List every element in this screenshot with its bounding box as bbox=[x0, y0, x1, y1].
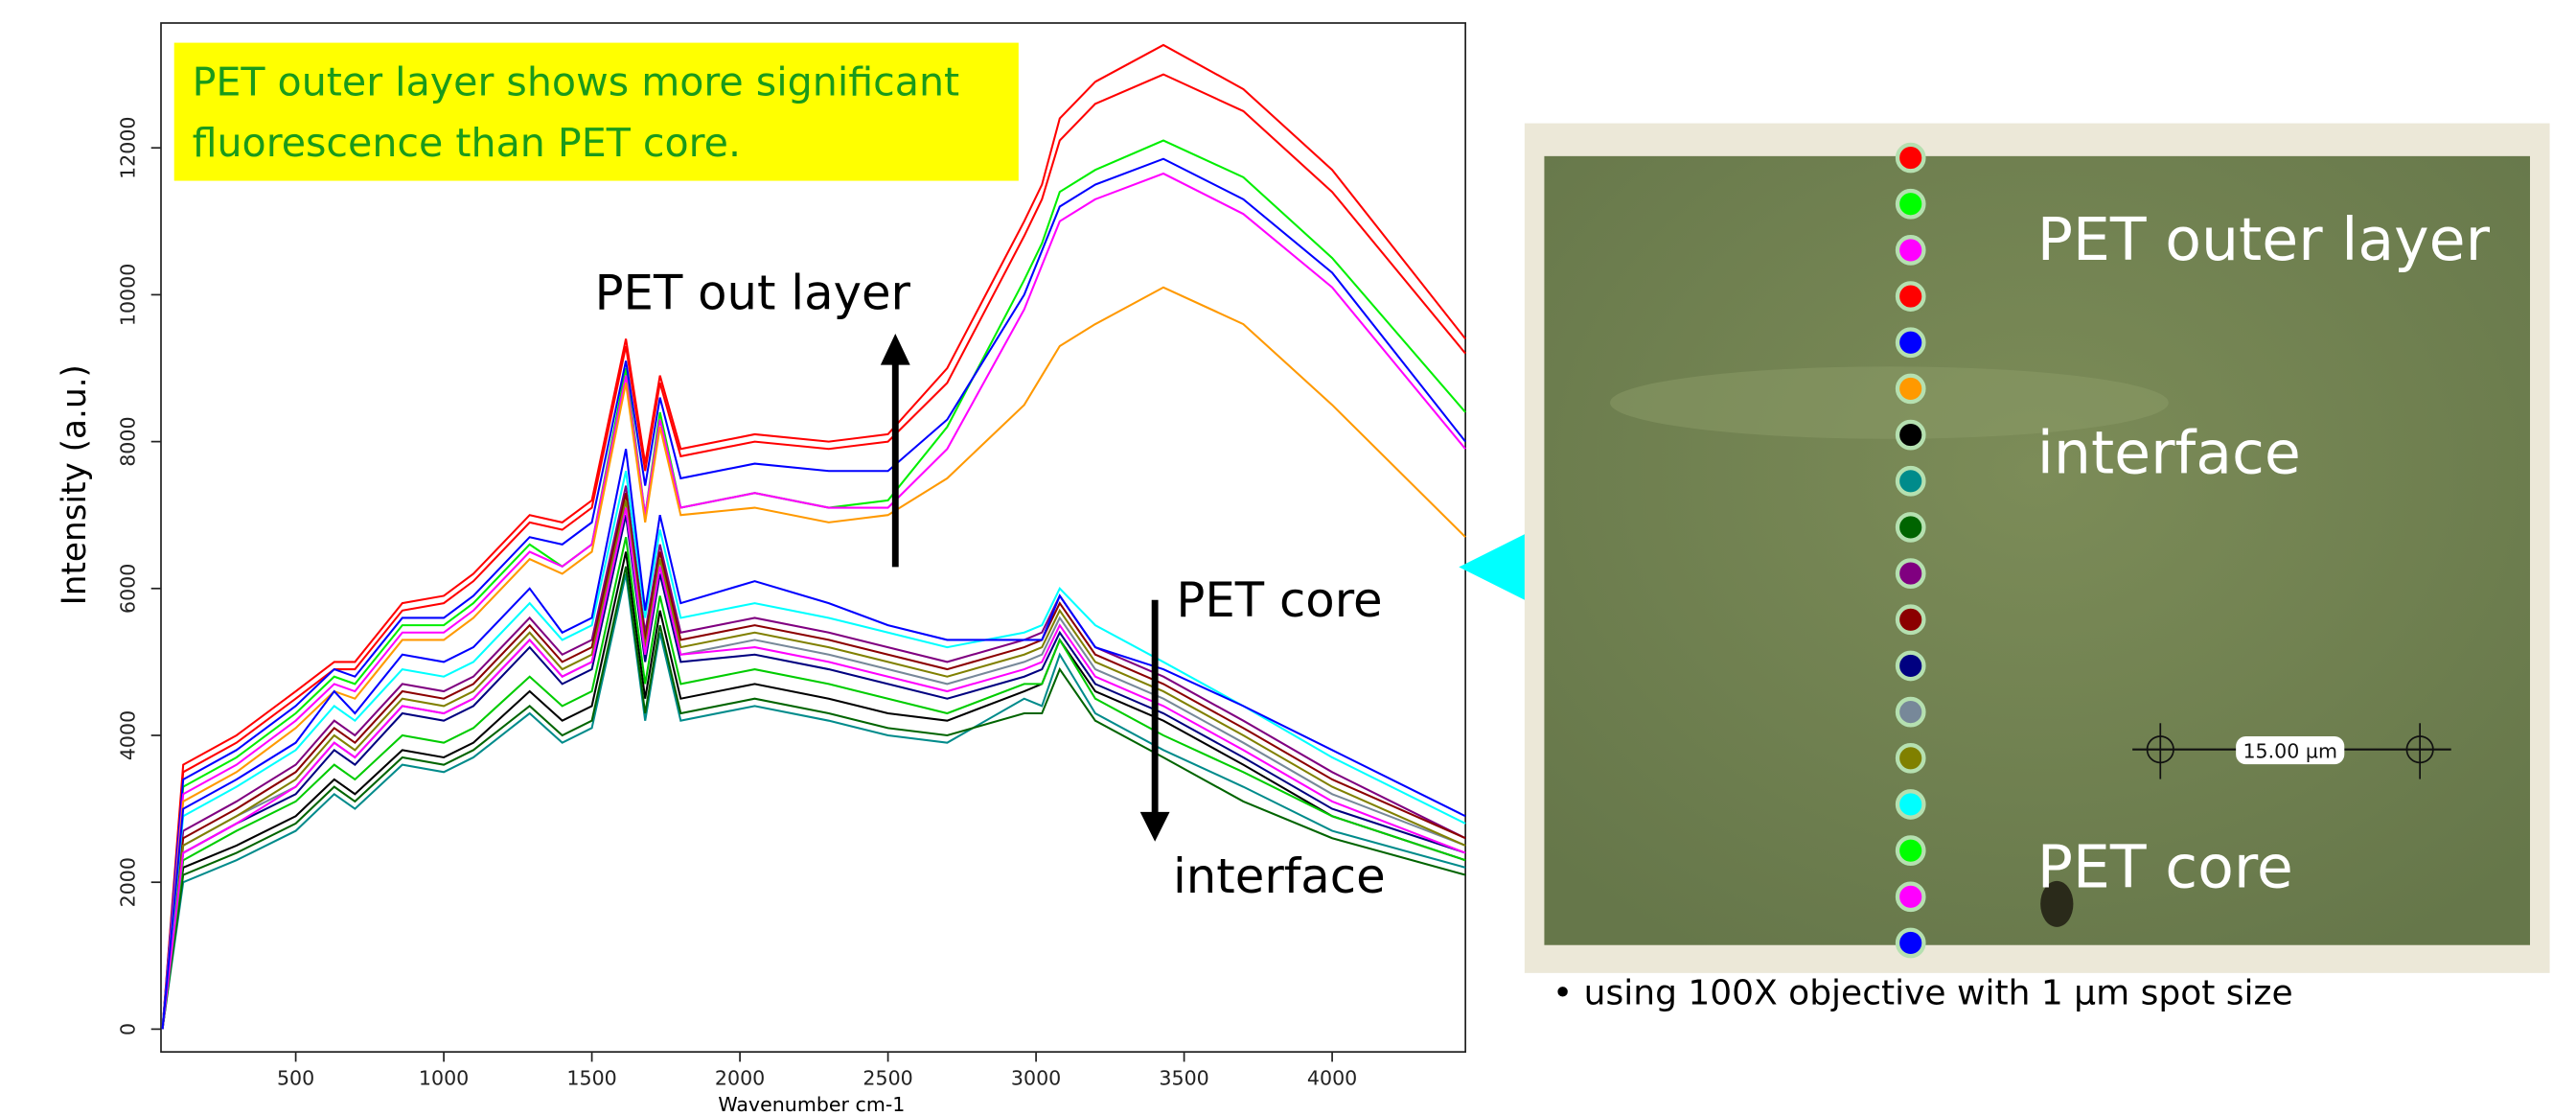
arrow-label: PET out layer bbox=[595, 265, 911, 320]
arrow-head bbox=[1139, 811, 1170, 842]
x-tick-label: 3500 bbox=[1159, 1066, 1208, 1089]
spectrum-line bbox=[161, 471, 1466, 1030]
spot-marker bbox=[1895, 188, 1926, 220]
spectrum-line bbox=[161, 514, 1466, 1030]
spot-marker bbox=[1895, 327, 1926, 359]
photo-label: interface bbox=[2037, 419, 2301, 488]
x-tick-label: 1500 bbox=[566, 1066, 616, 1089]
spot-marker bbox=[1895, 835, 1926, 866]
x-tick-label: 4000 bbox=[1307, 1066, 1357, 1089]
spot-marker bbox=[1895, 650, 1926, 682]
y-tick-label: 6000 bbox=[117, 564, 140, 614]
micrograph: PET outer layer interface PET core 15.00… bbox=[1524, 123, 2550, 973]
scale-label: 15.00 µm bbox=[2242, 739, 2337, 762]
spectrum-line bbox=[161, 500, 1466, 1030]
photo-label: PET outer layer bbox=[2037, 205, 2491, 274]
spectrum-line bbox=[161, 172, 1466, 1030]
scale-label-box bbox=[2236, 736, 2345, 765]
spot-marker bbox=[1895, 373, 1926, 405]
plot-frame bbox=[160, 22, 1466, 1053]
spot-marker bbox=[1895, 465, 1926, 497]
arrow-label: PET core bbox=[1176, 572, 1382, 628]
spot-marker bbox=[1895, 419, 1926, 451]
x-tick-label: 3000 bbox=[1011, 1066, 1061, 1089]
photo-defect bbox=[2040, 880, 2074, 927]
spot-marker bbox=[1895, 927, 1926, 959]
spectrum-line bbox=[161, 507, 1466, 1030]
spot-marker bbox=[1895, 789, 1926, 820]
arrow-label: interface bbox=[1173, 849, 1386, 904]
y-tick-label: 0 bbox=[117, 1023, 140, 1035]
spectrum-line bbox=[161, 573, 1466, 1030]
spectrum-line bbox=[161, 157, 1466, 1030]
photo-texture bbox=[1610, 366, 2169, 439]
x-tick-label: 500 bbox=[277, 1066, 314, 1089]
spectrum-line bbox=[161, 493, 1466, 1030]
spectrum-line bbox=[161, 551, 1466, 1030]
photo-label: PET core bbox=[2037, 833, 2293, 902]
spot-marker bbox=[1895, 235, 1926, 266]
spot-marker bbox=[1895, 696, 1926, 728]
spot-marker bbox=[1895, 558, 1926, 589]
spectrum-line bbox=[161, 566, 1466, 1030]
spot-marker bbox=[1895, 512, 1926, 543]
spot-marker bbox=[1895, 142, 1926, 174]
spectrum-line bbox=[161, 536, 1466, 1030]
spectrum-line bbox=[161, 449, 1466, 1030]
y-tick-label: 10000 bbox=[117, 264, 140, 326]
annotation-box bbox=[173, 42, 1019, 181]
spot-marker bbox=[1895, 281, 1926, 312]
caption: • using 100X objective with 1 μm spot si… bbox=[1552, 973, 2293, 1012]
y-tick-label: 2000 bbox=[117, 857, 140, 907]
arrow-head bbox=[880, 334, 910, 365]
spectrum-line bbox=[161, 43, 1466, 1030]
spot-marker bbox=[1895, 742, 1926, 774]
spot-marker bbox=[1895, 881, 1926, 913]
x-tick-label: 2000 bbox=[715, 1066, 765, 1089]
x-tick-label: 2500 bbox=[862, 1066, 912, 1089]
spectrum-line bbox=[161, 73, 1466, 1030]
y-tick-label: 4000 bbox=[117, 710, 140, 760]
y-axis-label: Intensity (a.u.) bbox=[56, 364, 94, 605]
spot-marker bbox=[1895, 604, 1926, 636]
y-tick-label: 12000 bbox=[117, 117, 140, 179]
y-tick-label: 8000 bbox=[117, 416, 140, 466]
spectrum-line bbox=[161, 286, 1466, 1030]
photo bbox=[1544, 155, 2530, 945]
annotation: fluorescence than PET core. bbox=[193, 120, 741, 166]
x-axis-label: Wavenumber cm-1 bbox=[718, 1093, 905, 1116]
annotation: PET outer layer shows more significant bbox=[193, 58, 960, 105]
x-tick-label: 1000 bbox=[419, 1066, 469, 1089]
chart: PET outer layer shows more significant f… bbox=[56, 22, 1466, 1116]
